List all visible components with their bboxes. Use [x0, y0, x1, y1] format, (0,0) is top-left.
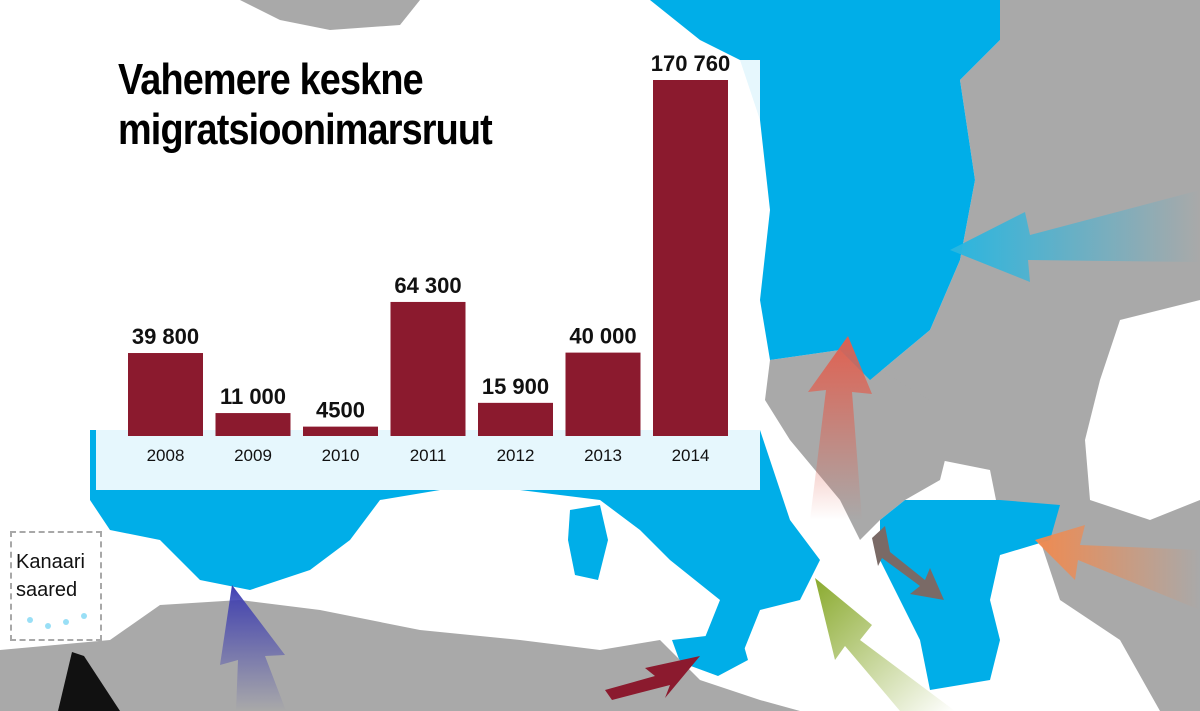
northwest-grey-land [240, 0, 420, 30]
x-tick-label: 2008 [147, 446, 185, 465]
bar-2010 [303, 426, 378, 436]
central-mediterranean-arrow [605, 656, 700, 700]
albania-greece-arrow [872, 526, 944, 600]
x-tick-label: 2014 [672, 446, 710, 465]
bar-2009 [215, 413, 291, 436]
sardinia [568, 505, 608, 580]
x-tick-label: 2011 [410, 446, 447, 465]
eu-central-land [650, 0, 1000, 380]
bar-2012 [478, 402, 553, 436]
western-mediterranean-arrow [220, 585, 286, 711]
western-balkans-land [765, 350, 950, 540]
x-tick-label: 2012 [497, 446, 535, 465]
black-sea [1085, 300, 1200, 520]
greece-bulgaria [880, 500, 1060, 690]
chart-title: Vahemere keskne migratsioonimarsruut [118, 55, 493, 154]
bar-value-label: 64 300 [394, 273, 461, 298]
canary-islands-label: Kanaari saared [16, 551, 85, 601]
bar-2008 [128, 353, 203, 436]
bar-2011 [390, 301, 466, 436]
bar-2013 [565, 352, 641, 436]
non-eu-east-land [870, 0, 1200, 711]
x-tick-label: 2010 [322, 446, 360, 465]
bar-value-label: 4500 [316, 398, 365, 423]
bar-value-label: 40 000 [569, 324, 636, 349]
apulia-calabria-arrow [815, 578, 955, 711]
north-africa-land [0, 600, 800, 711]
canary-islands-box [10, 531, 102, 641]
x-tick-label: 2013 [584, 446, 622, 465]
bar-value-label: 170 760 [651, 51, 731, 76]
east-land-arrow [950, 190, 1200, 282]
western-balkan-arrow [808, 336, 872, 520]
bar-2014 [653, 80, 728, 436]
bar-value-label: 11 000 [220, 384, 286, 409]
bar-value-label: 15 900 [482, 374, 549, 399]
bar-value-label: 39 800 [132, 324, 199, 349]
western-african-arrow [58, 652, 120, 711]
eastern-mediterranean-arrow [1035, 525, 1200, 610]
x-tick-label: 2009 [234, 446, 272, 465]
